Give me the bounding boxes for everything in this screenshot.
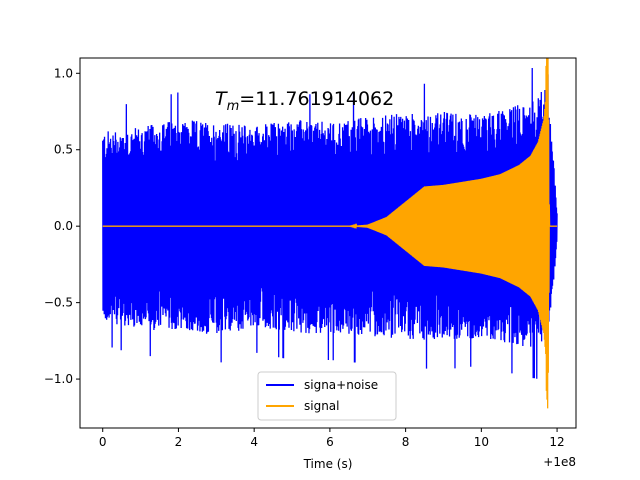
series-line-signal — [102, 58, 558, 409]
series-layer — [102, 58, 558, 409]
y-axis-ticks: −1.0 −0.5 0.0 0.5 1.0 — [44, 66, 80, 386]
legend: signa+noise signal — [257, 371, 397, 421]
x-axis-label: Time (s) — [303, 457, 353, 471]
y-tick-label: −1.0 — [44, 372, 73, 386]
annotation-symbol: T — [215, 88, 228, 110]
y-tick-label: 0.0 — [54, 219, 73, 233]
plot-frame — [79, 57, 577, 429]
x-tick-label: 10 — [474, 435, 489, 449]
x-tick-label: 0 — [99, 435, 107, 449]
x-tick-label: 6 — [326, 435, 334, 449]
tm-annotation: Tm=11.761914062 — [215, 88, 394, 114]
annotation-value: =11.761914062 — [239, 88, 394, 110]
x-tick-label: 2 — [175, 435, 183, 449]
y-tick-label: 0.5 — [54, 143, 73, 157]
x-tick-label: 8 — [402, 435, 410, 449]
x-axis-ticks: 0 2 4 6 8 10 12 — [99, 428, 565, 449]
x-tick-label: 12 — [549, 435, 564, 449]
annotation-subscript: m — [227, 99, 240, 114]
legend-label-signal-noise: signa+noise — [304, 378, 378, 392]
legend-label-signal: signal — [304, 399, 340, 413]
x-axis-offset-label: +1e8 — [543, 455, 576, 469]
x-tick-label: 4 — [250, 435, 258, 449]
y-tick-label: −0.5 — [44, 296, 73, 310]
series-line-signal-noise — [102, 68, 558, 379]
y-tick-label: 1.0 — [54, 66, 73, 80]
